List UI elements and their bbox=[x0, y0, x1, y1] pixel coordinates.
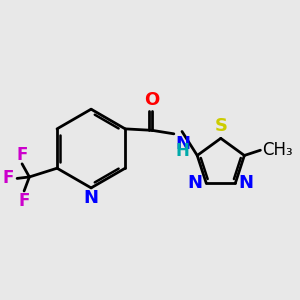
Text: H: H bbox=[175, 142, 189, 160]
Text: S: S bbox=[214, 117, 227, 135]
Text: N: N bbox=[175, 135, 190, 153]
Text: F: F bbox=[16, 146, 28, 164]
Text: CH₃: CH₃ bbox=[262, 141, 292, 159]
Text: F: F bbox=[3, 169, 14, 188]
Text: O: O bbox=[144, 91, 160, 109]
Text: F: F bbox=[18, 192, 30, 210]
Text: N: N bbox=[84, 189, 99, 207]
Text: N: N bbox=[239, 174, 254, 192]
Text: N: N bbox=[188, 174, 203, 192]
